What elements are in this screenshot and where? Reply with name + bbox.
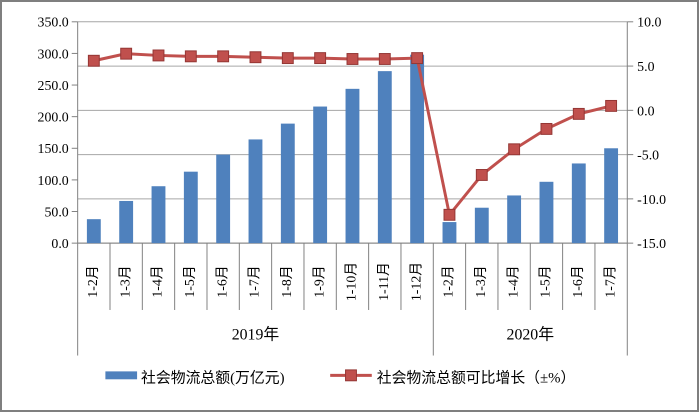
month-label: 1-11月 (376, 262, 391, 301)
line-marker (346, 53, 359, 65)
left-axis-tick-label: 350.0 (38, 15, 69, 30)
bar (313, 106, 328, 244)
bar (474, 207, 489, 244)
bar (183, 171, 198, 244)
line-marker (572, 107, 585, 120)
bar (604, 148, 619, 244)
bar (216, 154, 231, 244)
bar (539, 181, 554, 244)
right-axis-tick-label: 5.0 (637, 59, 654, 74)
line-marker (443, 208, 456, 221)
bar (119, 200, 134, 244)
month-label: 1-10月 (344, 262, 359, 301)
legend-line-marker-icon (345, 369, 357, 382)
line-marker (508, 143, 521, 156)
month-label: 1-2月 (85, 265, 100, 297)
bar (86, 219, 101, 244)
right-axis-tick-label: -15.0 (637, 236, 666, 251)
bar (151, 186, 166, 244)
line-marker (540, 122, 553, 135)
line-marker (605, 99, 618, 112)
bar-series (86, 54, 619, 244)
month-label: 1-3月 (117, 265, 132, 297)
right-axis-tick-label: -5.0 (637, 148, 659, 163)
year-label: 2020年 (507, 326, 555, 344)
month-label: 1-2月 (441, 265, 456, 297)
bar (280, 123, 295, 244)
month-label: 1-8月 (279, 265, 294, 297)
month-label: 1-3月 (473, 265, 488, 297)
left-axis-tick-label: 0.0 (51, 236, 68, 251)
legend-line-label: 社会物流总额可比增长（±%） (377, 369, 576, 386)
month-label: 1-5月 (182, 265, 197, 297)
left-axis-tick-label: 50.0 (44, 204, 68, 219)
line-series (87, 47, 618, 221)
month-label: 1-6月 (570, 265, 585, 297)
year-label: 2019年 (232, 326, 280, 344)
left-axis-tick-label: 250.0 (38, 78, 69, 93)
line-marker (249, 51, 262, 64)
left-axis-tick-label: 100.0 (38, 173, 69, 188)
left-axis-tick-label: 300.0 (38, 46, 69, 61)
bar (507, 195, 522, 244)
line-marker (184, 50, 197, 63)
line-marker (152, 49, 165, 62)
month-label: 1-6月 (214, 265, 229, 297)
line-marker (217, 50, 230, 63)
bar (442, 222, 457, 244)
left-axis-tick-label: 150.0 (38, 141, 69, 156)
line-marker (314, 52, 327, 65)
right-axis-tick-label: -10.0 (637, 192, 666, 207)
month-label: 1-7月 (602, 265, 617, 297)
bar (571, 163, 586, 244)
line-marker (378, 53, 391, 65)
month-label: 1-4月 (505, 265, 520, 297)
axis-labels: 350.0 300.0 250.0 200.0 150.0 100.0 50.0 0.0 10.… (38, 15, 667, 344)
chart-canvas: 350.0 300.0 250.0 200.0 150.0 100.0 50.0 0.0 10.… (38, 15, 667, 387)
right-axis-tick-label: 0.0 (637, 103, 654, 118)
legend: 社会物流总额(万亿元) 社会物流总额可比增长（±%） (105, 369, 575, 386)
line-marker (411, 52, 424, 65)
legend-bar-label: 社会物流总额(万亿元) (141, 369, 285, 386)
month-label: 1-7月 (247, 265, 262, 297)
bar (377, 71, 392, 244)
month-label: 1-5月 (538, 265, 553, 297)
month-label: 1-12月 (408, 262, 423, 301)
line-marker (281, 52, 294, 65)
month-label: 1-9月 (311, 265, 326, 297)
left-axis-tick-label: 200.0 (38, 110, 69, 125)
legend-bar-swatch (105, 371, 138, 380)
line-marker (87, 54, 100, 67)
bar (345, 88, 360, 244)
bar (248, 139, 263, 244)
line-marker (475, 169, 488, 181)
bar (410, 54, 425, 244)
line-marker (120, 47, 133, 60)
month-label: 1-4月 (150, 265, 165, 297)
right-axis-tick-label: 10.0 (637, 15, 661, 30)
